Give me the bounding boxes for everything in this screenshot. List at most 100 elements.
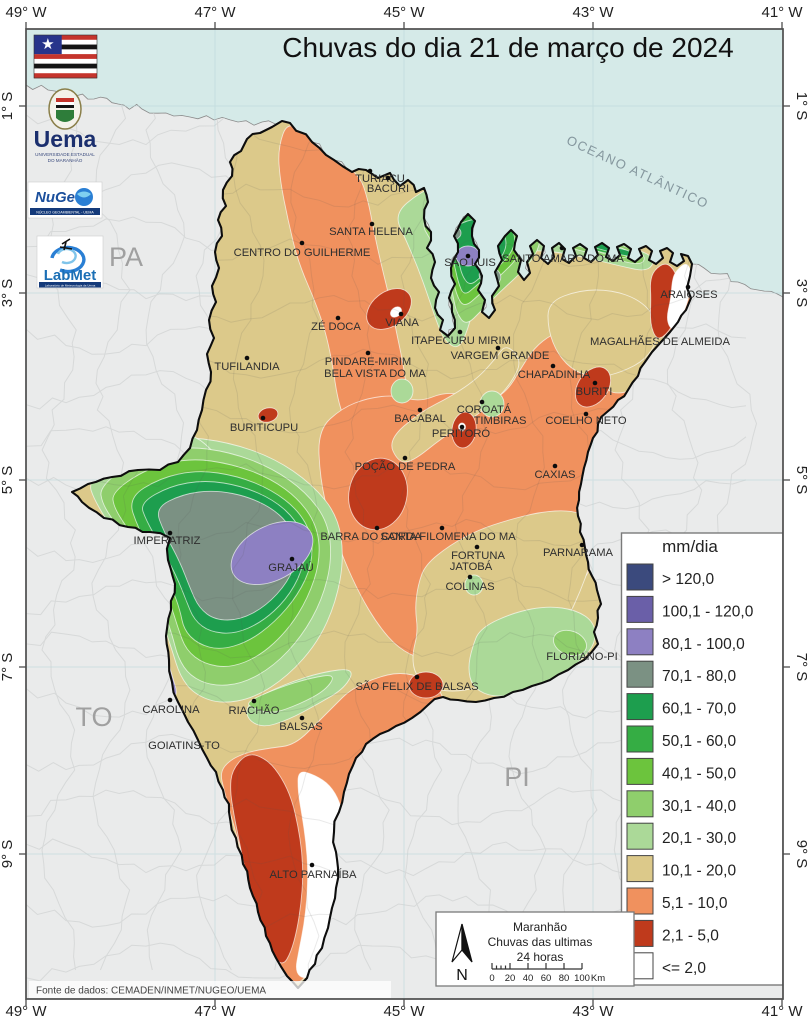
legend-swatch <box>626 595 654 623</box>
city-label: BALSAS <box>279 721 323 733</box>
contour-b2_5 <box>366 288 412 330</box>
scale-subtitle: 24 horas <box>517 950 564 964</box>
labmet-bar <box>39 282 101 288</box>
city-dot <box>260 415 266 421</box>
city-label: BELA VISTA DO MA <box>324 368 426 380</box>
labmet-swirl-icon <box>56 247 77 265</box>
uema-crest-base <box>56 110 74 122</box>
city-label: GRAJAÚ <box>268 561 313 574</box>
city-label: SANTO AMARO DO MA <box>502 253 624 265</box>
flag-stripe <box>34 58 97 64</box>
city-dot <box>309 862 315 868</box>
city-label: ZÉ DOCA <box>311 320 361 333</box>
legend-label: <= 2,0 <box>662 960 706 977</box>
labmet-swirl-icon <box>50 245 86 274</box>
lon-label-bottom: 45° W <box>383 1003 425 1020</box>
legend-swatch <box>626 660 654 688</box>
contour-b20_30 <box>464 574 484 596</box>
map-title: Chuvas do dia 21 de março de 2024 <box>282 32 733 63</box>
lon-label-bottom: 49° W <box>5 1003 47 1020</box>
nugeo-bar-text: NÚCLEO GEOAMBIENTAL - UEMA <box>36 209 94 214</box>
city-dot <box>167 697 173 703</box>
city-dot <box>479 399 485 405</box>
city-dot <box>439 525 445 531</box>
city-label: SÃO LUIS <box>444 256 496 269</box>
lat-label-left: 3° S <box>0 279 16 308</box>
city-dot <box>374 525 380 531</box>
contour-b20_30 <box>390 378 414 404</box>
legend-label: 20,1 - 30,0 <box>662 830 736 847</box>
city-label: PINDARE-MIRIM <box>325 356 411 368</box>
legend-label: 2,1 - 5,0 <box>662 927 719 944</box>
city-label: BURITICUPU <box>230 422 298 434</box>
nugeo-logo: NuGe NÚCLEO GEOAMBIENTAL - UEMA <box>27 181 103 219</box>
city-label: SÃO FELIX DE BALSAS <box>355 680 478 693</box>
city-label: VIANA <box>385 317 419 329</box>
state-label-pa: PA <box>109 242 143 272</box>
city-dot <box>367 168 373 174</box>
flag-border <box>33 34 98 79</box>
city-label: FLORIANO-PI <box>546 651 617 663</box>
scale-tick-label: 0 <box>489 973 494 984</box>
legend-title: mm/dia <box>662 537 718 556</box>
city-label: COROATÁ <box>457 403 512 416</box>
lat-label-left: 7° S <box>0 653 16 682</box>
city-dot <box>579 542 585 548</box>
axis-labels: 49° W 49° W 47° W 47° W 45° W 45° W 43° W 43° W… <box>0 4 809 1020</box>
scale-tick-label: 80 <box>559 973 570 984</box>
city-label: PERITORÓ <box>432 427 491 440</box>
scale-tick-label: 100 <box>574 973 590 984</box>
city-label: BARRA DO CORDA <box>320 531 422 543</box>
city-dot <box>552 463 558 469</box>
maranhao-flag: ★ <box>33 34 98 79</box>
city-label: COELHO NETO <box>545 415 627 427</box>
city-label: ITAPECURU MIRIM <box>411 335 511 347</box>
city-dot <box>414 674 420 680</box>
flag-stripe <box>34 54 97 60</box>
legend-swatch <box>626 628 654 656</box>
legend-swatch <box>626 725 654 753</box>
city-label: TIMBIRAS <box>474 415 527 427</box>
uema-wordmark: Uema <box>34 126 97 152</box>
legend-swatch <box>626 757 654 785</box>
city-dot <box>299 715 305 721</box>
flag-stripe <box>34 44 97 50</box>
nugeo-globe-swirl <box>77 191 91 198</box>
city-label: MAGALHÃES DE ALMEIDA <box>590 335 730 348</box>
flag-canton <box>34 35 62 55</box>
city-label: CHAPADINHA <box>518 369 591 381</box>
city-dot <box>550 363 556 369</box>
city-label: BACABAL <box>394 413 446 425</box>
lon-label-bottom: 43° W <box>572 1003 614 1020</box>
city-label: ARAIOSES <box>660 289 717 301</box>
city-label: BACURI <box>367 183 409 195</box>
nugeo-wordmark: NuGe <box>35 189 75 206</box>
legend-label: > 120,0 <box>662 571 715 588</box>
contour-b30_40 <box>248 675 333 713</box>
lat-label-left: 5° S <box>0 466 16 495</box>
city-label: SANTA HELENA <box>329 226 413 238</box>
lat-label-right: 3° S <box>793 279 809 308</box>
contour-b70_80 <box>157 490 298 621</box>
legend-swatch <box>626 887 654 915</box>
contour-b2_5 <box>348 457 408 531</box>
lon-label-top: 45° W <box>383 4 425 21</box>
legend-label: 5,1 - 10,0 <box>662 895 728 912</box>
labmet-satellite-icon <box>59 238 73 251</box>
uema-crest-stripe <box>56 105 74 108</box>
city-dot <box>167 530 173 536</box>
city-label: RIACHÃO <box>229 704 280 717</box>
uema-crest-stripe <box>56 98 74 102</box>
flag-stripe <box>34 39 97 45</box>
city-dot <box>457 329 463 335</box>
city-dot <box>335 315 341 321</box>
city-dot <box>398 311 404 317</box>
city-dot <box>583 411 589 417</box>
city-dot <box>465 253 471 259</box>
map-canvas: OCEANO ATLÂNTICOPATOPITURIAÇUBACURISANTA… <box>26 29 783 999</box>
city-label: IMPERATRIZ <box>134 535 201 547</box>
